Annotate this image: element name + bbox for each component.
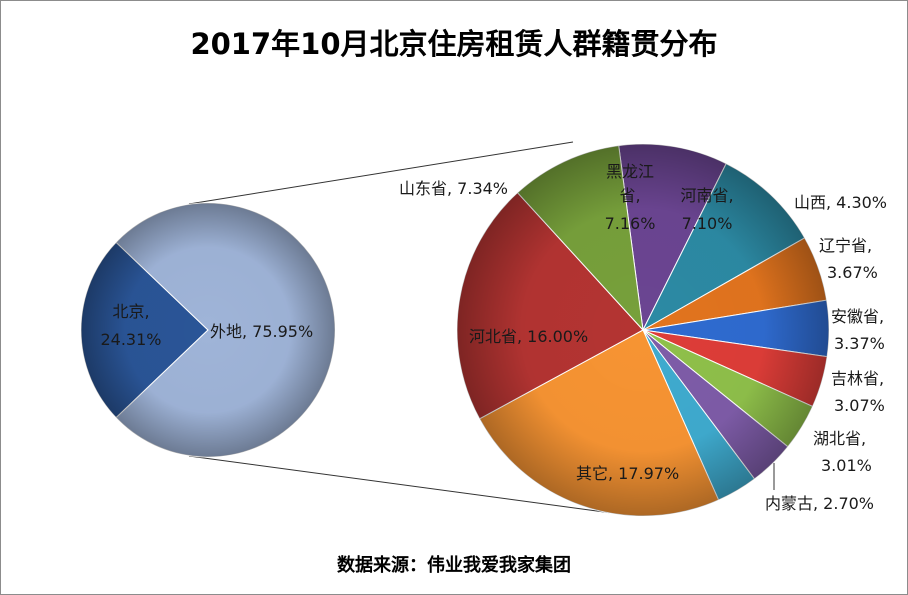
primary-pie bbox=[80, 202, 336, 458]
secondary-shading bbox=[457, 144, 829, 516]
label-waidi: 外地, 75.95% bbox=[210, 322, 313, 341]
label-beijing-value: 24.31% bbox=[100, 330, 161, 349]
connector-bottom bbox=[188, 455, 620, 515]
label-secondary-3-1: 3.67% bbox=[827, 263, 878, 282]
label-secondary-9-0: 河北省, 16.00% bbox=[469, 327, 588, 346]
label-secondary-1-1: 7.10% bbox=[682, 214, 733, 233]
primary-shading bbox=[81, 203, 335, 457]
source-note: 数据来源：伟业我爱我家集团 bbox=[337, 555, 571, 576]
label-beijing: 北京, bbox=[112, 302, 149, 321]
label-secondary-10-0: 山东省, 7.34% bbox=[399, 179, 508, 198]
label-secondary-3-0: 辽宁省, bbox=[819, 236, 872, 255]
label-secondary-6-1: 3.01% bbox=[821, 456, 872, 475]
label-secondary-0-1: 省, bbox=[619, 186, 640, 205]
label-secondary-0-2: 7.16% bbox=[605, 214, 656, 233]
label-secondary-5-0: 吉林省, bbox=[831, 369, 884, 388]
label-secondary-6-0: 湖北省, bbox=[813, 429, 866, 448]
label-secondary-8-0: 其它, 17.97% bbox=[576, 464, 679, 483]
secondary-pie bbox=[456, 143, 830, 517]
chart-title: 2017年10月北京住房租赁人群籍贯分布 bbox=[190, 27, 718, 61]
label-secondary-2-0: 山西, 4.30% bbox=[794, 193, 887, 212]
label-secondary-4-0: 安徽省, bbox=[831, 307, 884, 326]
label-secondary-7-0: 内蒙古, 2.70% bbox=[765, 494, 874, 513]
connector-top bbox=[188, 141, 574, 205]
label-secondary-1-0: 河南省, bbox=[680, 186, 733, 205]
label-secondary-0-0: 黑龙江 bbox=[606, 162, 654, 181]
label-secondary-4-1: 3.37% bbox=[834, 334, 885, 353]
label-secondary-5-1: 3.07% bbox=[834, 396, 885, 415]
connector-lines bbox=[188, 141, 620, 515]
